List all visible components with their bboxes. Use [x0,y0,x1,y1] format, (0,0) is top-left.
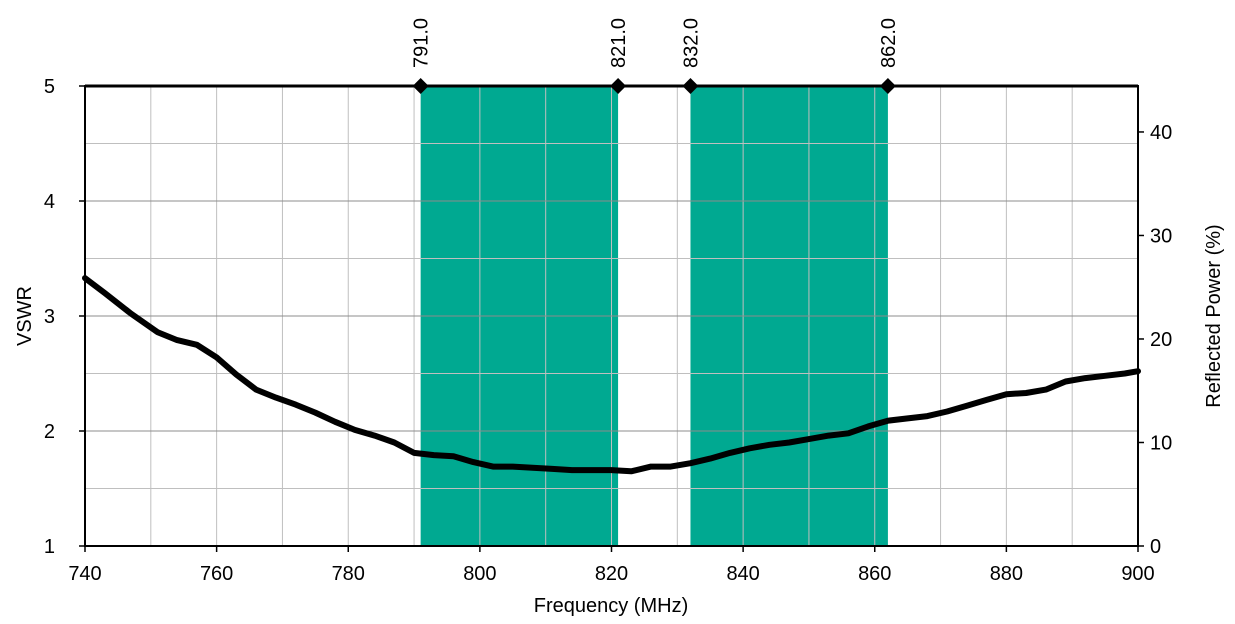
band-edge-marker [879,78,896,94]
y2-tick-label: 10 [1150,432,1172,454]
x-tick-label: 900 [1121,563,1154,585]
grid-lines [85,86,1138,546]
series-line-1 [82,275,1141,475]
x-tick-label: 740 [68,563,101,585]
x-tick-label: 840 [726,563,759,585]
y-tick-label: 4 [44,191,55,213]
y-tick-label: 2 [44,421,55,443]
y-tick-label: 5 [44,76,55,98]
x-tick-label: 860 [858,563,891,585]
y2-tick-label: 30 [1150,225,1172,247]
band-edge-label: 791.0 [411,18,433,68]
y2-axis-label: Reflected Power (%) [1203,224,1225,407]
band-edge-label: 821.0 [608,18,630,68]
x-tick-label: 760 [200,563,233,585]
band-markers: 791.0 821.0 832.0 862.0 [411,18,900,94]
band-edge-marker [682,78,699,94]
x-tick-label: 780 [332,563,365,585]
y2-tick-label: 40 [1150,122,1172,144]
data-series [82,275,1141,475]
tick-labels: 740 760 780 800 820 840 860 880 900 1 2 3 4 5 0 10 20 30 4… [44,76,1172,585]
y-tick-label: 3 [44,306,55,328]
x-tick-label: 820 [595,563,628,585]
y-axis-label: VSWR [14,286,36,346]
y2-tick-label: 20 [1150,329,1172,351]
y-tick-label: 1 [44,536,55,558]
y2-tick-label: 0 [1150,536,1161,558]
band-edge-marker [610,78,627,94]
x-axis-label: Frequency (MHz) [534,595,688,617]
band-edge-label: 862.0 [878,18,900,68]
x-tick-label: 880 [990,563,1023,585]
band-edge-label: 832.0 [680,18,702,68]
band-edge-marker [412,78,429,94]
x-tick-label: 800 [463,563,496,585]
